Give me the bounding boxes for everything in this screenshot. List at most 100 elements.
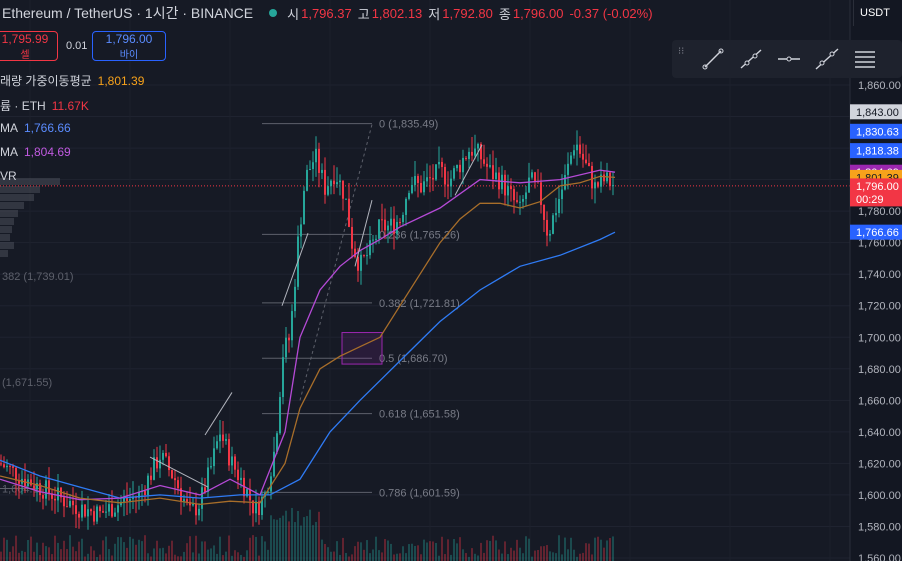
- volume-profile-bar: [0, 202, 24, 209]
- volume-bar: [84, 556, 86, 561]
- volume-bar: [306, 516, 308, 561]
- candle-body: [549, 233, 551, 236]
- candle-body: [513, 189, 515, 201]
- candle-body: [252, 500, 254, 514]
- price-tick-label: 1,780.00: [858, 206, 901, 218]
- volume-bar: [261, 536, 263, 561]
- volume-bar: [516, 539, 518, 561]
- volume-bar: [6, 539, 8, 561]
- volume-bar: [72, 546, 74, 561]
- price-tag-label: 1,843.00: [856, 107, 899, 119]
- close-value: 1,796.00: [512, 5, 564, 21]
- candle-body: [270, 476, 272, 492]
- price-tag-label: 1,766.66: [856, 227, 899, 239]
- candle-body: [381, 219, 383, 221]
- candle-body: [147, 475, 149, 495]
- candle-body: [81, 504, 83, 518]
- candle-body: [354, 248, 356, 257]
- extended-line-icon[interactable]: [810, 44, 844, 74]
- volume-bar: [210, 548, 212, 561]
- price-tick-label: 1,580.00: [858, 521, 901, 533]
- candle-body: [177, 480, 179, 489]
- volume-bar: [237, 552, 239, 561]
- candle-body: [447, 184, 449, 187]
- candle-body: [540, 182, 542, 205]
- volume-bar: [462, 549, 464, 561]
- volume-bar: [495, 540, 497, 561]
- volume-bar: [480, 542, 482, 561]
- candle-body: [543, 204, 545, 220]
- horizontal-line-icon[interactable]: [772, 44, 806, 74]
- price-axis-bg: [850, 0, 902, 561]
- candle-body: [210, 466, 212, 468]
- fib-retracement[interactable]: 0 (1,835.49) 0.236 (1,765.26) 0.382 (1,721…: [0, 119, 850, 500]
- moving-averages: [0, 169, 616, 506]
- volume-bar: [267, 549, 269, 561]
- fib-retracement-icon[interactable]: [848, 44, 882, 74]
- legend-volume[interactable]: 륨 · ETH 11.67K: [0, 97, 89, 114]
- volume-bar: [276, 519, 278, 561]
- high-label: 고: [357, 6, 370, 22]
- spread-value: 0.01: [66, 40, 88, 52]
- candle-body: [276, 433, 278, 452]
- drawings[interactable]: [149, 144, 483, 488]
- candle-body: [219, 434, 221, 442]
- symbol-title[interactable]: Ethereum / TetherUS · 1시간 · BINANCE: [2, 5, 254, 21]
- candle-body: [552, 215, 554, 234]
- volume-bar: [171, 540, 173, 561]
- candle-body: [528, 177, 530, 193]
- price-tick-label: 1,860.00: [858, 80, 901, 92]
- volume-bar: [207, 549, 209, 561]
- price-axis[interactable]: 1,860.00 1,780.00 1,760.00 1,740.00 1,720.00…: [849, 0, 902, 561]
- volume-bar: [282, 515, 284, 561]
- volume-bar: [240, 554, 242, 561]
- volume-bar: [567, 549, 569, 561]
- volume-bar: [579, 553, 581, 561]
- candle-body: [426, 177, 428, 182]
- sell-button[interactable]: 1,795.99 셀: [0, 31, 58, 61]
- legend-vwma[interactable]: 래량 가중이동평균 1,801.39: [0, 72, 144, 89]
- low-value: 1,792.80: [442, 5, 493, 21]
- volume-bar: [510, 547, 512, 561]
- volume-bar: [498, 549, 500, 561]
- currency-selector[interactable]: USDT: [853, 0, 902, 26]
- price-tick-label: 1,640.00: [858, 427, 901, 439]
- candle-body: [558, 199, 560, 214]
- volume-bar: [600, 539, 602, 561]
- candle-body: [42, 495, 44, 499]
- candle-body: [417, 176, 419, 183]
- volume-bar: [435, 542, 437, 561]
- candle-body: [108, 504, 110, 512]
- volume-bar: [54, 535, 56, 561]
- ray-icon[interactable]: [734, 44, 768, 74]
- candle-body: [63, 497, 65, 507]
- volume-bar: [36, 542, 38, 561]
- candle-body: [330, 180, 332, 187]
- change-value: -0.37 (-0.02%): [569, 5, 653, 21]
- buy-button[interactable]: 1,796.00 바이: [92, 31, 166, 61]
- candle-body: [384, 219, 386, 231]
- candle-body: [294, 286, 296, 312]
- drag-handle-icon[interactable]: ⁝⁝: [678, 46, 685, 57]
- candle-body: [585, 159, 587, 164]
- fib-level-label: 0.236 (1,765.26): [379, 229, 460, 241]
- candle-body: [258, 501, 260, 516]
- candle-body: [195, 503, 197, 516]
- volume-bar: [216, 553, 218, 561]
- legend-ma1[interactable]: MA 1,766.66: [0, 121, 71, 135]
- candle-body: [453, 168, 455, 179]
- trend-line-icon[interactable]: [696, 44, 730, 74]
- candle-body: [114, 512, 116, 517]
- candle-body: [90, 509, 92, 512]
- volume-bar: [168, 545, 170, 561]
- volume-bar: [342, 537, 344, 561]
- candle-body: [570, 155, 572, 164]
- candle-body: [246, 489, 248, 497]
- volume-bar: [123, 542, 125, 561]
- legend-ma2[interactable]: MA 1,804.69: [0, 145, 71, 159]
- volume-profile: [0, 178, 60, 257]
- volume-bar: [558, 535, 560, 561]
- candle-body: [402, 214, 404, 223]
- legend-vpvr[interactable]: VR: [0, 169, 23, 183]
